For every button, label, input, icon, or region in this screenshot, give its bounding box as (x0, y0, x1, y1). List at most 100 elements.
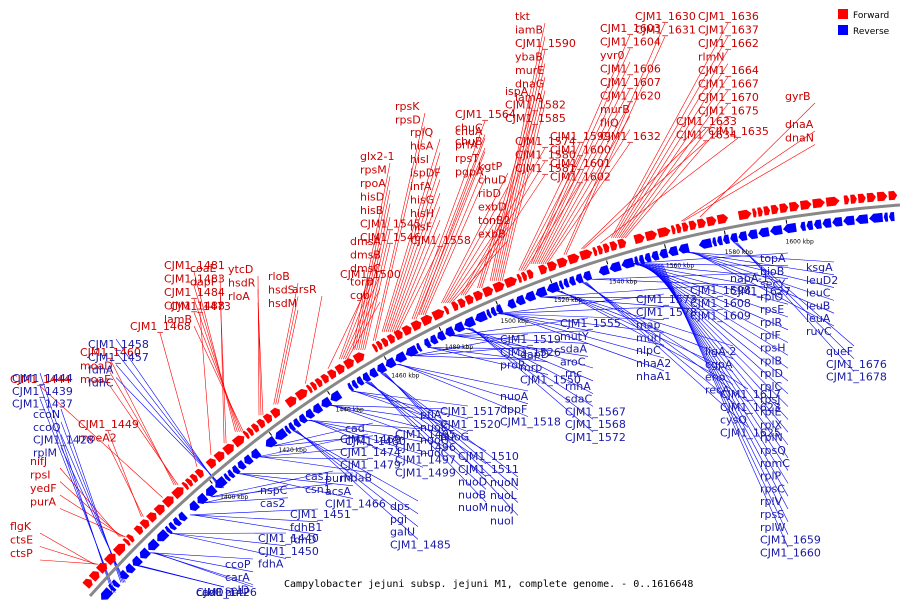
forward-gene-arrow (352, 352, 365, 364)
reverse-gene-label: cad (345, 422, 365, 435)
reverse-gene-label: CJM1_1550 (520, 374, 581, 387)
reverse-gene-label: nuoL (490, 489, 518, 502)
forward-gene-arrow (326, 369, 337, 380)
reverse-gene-label: cadF (196, 586, 222, 599)
forward-gene-arrow (850, 194, 857, 204)
reverse-leader-line (411, 333, 529, 357)
forward-leader-line (542, 115, 631, 265)
reverse-leader-line (328, 405, 449, 410)
forward-gene-label: CJM1_1546 (360, 231, 421, 244)
reverse-leader-line (172, 533, 287, 559)
reverse-gene-arrow (108, 583, 117, 592)
reverse-gene-arrow (148, 538, 160, 551)
reverse-gene-label: mutY (560, 330, 589, 343)
reverse-gene-arrow (313, 402, 324, 414)
reverse-gene-label: CJM1_1598 (690, 284, 751, 297)
tick-mark (664, 244, 667, 249)
forward-gene-label: hisB (360, 204, 383, 217)
reverse-leader-line (169, 532, 287, 534)
reverse-gene-arrow (723, 234, 730, 245)
reverse-labels: CJM1_1444CJM1_1439CJM1_1437ccoNccoQCJM1_… (12, 252, 887, 599)
reverse-gene-arrow (189, 500, 200, 511)
reverse-gene-arrow (770, 225, 783, 236)
forward-gene-label: CJM1_1667 (698, 78, 759, 91)
reverse-gene-label: ccoQ (33, 421, 61, 434)
reverse-gene-label: ruvC (806, 325, 832, 338)
reverse-leader-line (309, 419, 424, 455)
forward-leader-line (339, 247, 381, 360)
forward-gene-label: yvr0 (600, 49, 625, 62)
reverse-gene-arrow (237, 460, 247, 470)
forward-leader-line (364, 243, 391, 350)
reverse-gene-label: proP (500, 359, 525, 372)
forward-leader-line (413, 134, 486, 320)
forward-leader-line (358, 203, 391, 350)
reverse-leader-line (191, 514, 319, 523)
tick-label: 1580 kbp (725, 249, 753, 256)
reverse-gene-arrow (783, 222, 797, 234)
reverse-leader-line (593, 279, 759, 287)
reverse-gene-label: CJM1_1520 (440, 418, 501, 431)
forward-gene-arrow (431, 309, 445, 321)
reverse-gene-arrow (668, 245, 679, 257)
reverse-gene-arrow (634, 256, 640, 266)
tick-mark (209, 480, 213, 484)
tick-group: 1400 kbp 1420 kbp 1440 kbp 1460 kbp 1480 kbp… (209, 219, 814, 501)
reverse-leader-line (383, 372, 519, 503)
forward-track (82, 190, 898, 589)
reverse-gene-label: CJM1_1458 (88, 338, 149, 351)
reverse-gene-label: rplP (760, 470, 782, 483)
reverse-gene-label: nuoN (490, 476, 519, 489)
forward-gene-label: rpsK (395, 100, 420, 113)
forward-leader-line (495, 63, 546, 281)
reverse-leader-line (296, 430, 419, 540)
reverse-leader-line (154, 552, 254, 588)
reverse-leader-line (430, 347, 549, 375)
forward-gene-label: prfA (455, 139, 478, 152)
forward-gene-arrow (146, 512, 157, 523)
forward-gene-label: pgpA (455, 166, 484, 179)
reverse-gene-arrow (832, 217, 843, 227)
reverse-leader-line (638, 263, 789, 343)
reverse-gene-arrow (330, 390, 343, 402)
reverse-gene-arrow (111, 579, 121, 588)
tick-label: 1480 kbp (445, 344, 473, 351)
forward-gene-label: CJM1_1580 (515, 149, 576, 162)
reverse-leader-line (260, 456, 369, 460)
reverse-gene-label: CJM1_1568 (565, 418, 626, 431)
forward-leader-line (681, 130, 816, 222)
forward-gene-arrow (706, 216, 717, 227)
forward-gene-arrow (825, 196, 840, 207)
reverse-gene-label: CJM1_1555 (560, 317, 621, 330)
reverse-gene-label: rplV (760, 495, 783, 508)
reverse-leader-line (274, 435, 374, 447)
reverse-gene-label: murI (636, 331, 661, 344)
forward-gene-arrow (262, 413, 273, 424)
reverse-gene-arrow (644, 252, 652, 263)
forward-gene-label: CJM1_1444 (10, 373, 71, 386)
forward-leader-line (39, 546, 97, 565)
reverse-leader-line (685, 252, 835, 263)
reverse-gene-label: nuoM (458, 501, 488, 514)
forward-gene-label: torD (350, 276, 374, 289)
forward-gene-arrow (451, 301, 459, 312)
forward-gene-label: exbD (478, 201, 507, 214)
reverse-gene-label: pgi (390, 513, 407, 526)
tick-label: 1560 kbp (666, 263, 694, 270)
forward-gene-arrow (763, 206, 771, 216)
reverse-leader-line (497, 306, 665, 315)
forward-gene-label: chuA (455, 125, 483, 138)
forward-leader-line (411, 120, 486, 320)
reverse-gene-arrow (712, 237, 718, 247)
legend: Forward Reverse (838, 9, 890, 37)
forward-leader-line (393, 219, 441, 333)
reverse-leader-line (396, 363, 529, 392)
tick-label: 1420 kbp (279, 447, 307, 454)
forward-leader-line (443, 186, 509, 304)
reverse-track (101, 212, 895, 600)
reverse-leader-line (464, 327, 594, 369)
forward-gene-arrow (526, 269, 534, 280)
forward-leader-line (418, 137, 486, 316)
reverse-gene-label: rnhA (565, 380, 591, 393)
forward-leader-line (477, 97, 536, 289)
